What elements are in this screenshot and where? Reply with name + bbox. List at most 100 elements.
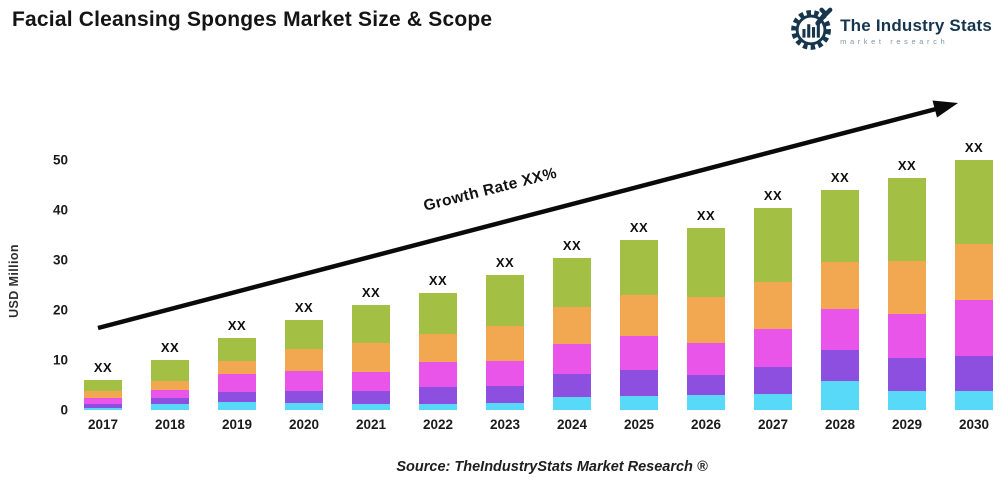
- bar-value-label: XX: [495, 255, 515, 270]
- segment-green-2018: [151, 360, 189, 381]
- growth-rate-annotation: Growth Rate XX%: [421, 164, 559, 215]
- segment-green-2021: [352, 305, 390, 343]
- segment-purple-2019: [218, 392, 256, 402]
- x-tick-label-2017: 2017: [87, 417, 119, 432]
- segment-cyan-2019: [218, 402, 256, 410]
- segment-cyan-2030: [955, 390, 993, 410]
- bar-value-label: XX: [897, 157, 917, 173]
- segment-magenta-2029: [888, 314, 926, 358]
- x-tick-label-2021: 2021: [355, 417, 387, 432]
- segment-purple-2022: [419, 387, 457, 404]
- y-tick-label: 40: [52, 202, 68, 218]
- segment-cyan-2028: [821, 380, 859, 410]
- x-tick-label-2024: 2024: [556, 417, 588, 432]
- segment-purple-2020: [285, 390, 323, 403]
- segment-green-2020: [285, 320, 323, 349]
- bar-value-label: XX: [294, 300, 314, 315]
- segment-purple-2030: [955, 355, 993, 391]
- segment-green-2026: [687, 227, 725, 297]
- segment-purple-2025: [620, 370, 658, 396]
- x-tick-label-2027: 2027: [757, 417, 789, 432]
- segment-purple-2029: [888, 357, 926, 391]
- segment-green-2030: [955, 160, 993, 244]
- bar-value-label: XX: [93, 360, 113, 375]
- segment-purple-2026: [687, 374, 725, 395]
- segment-green-2023: [486, 275, 524, 326]
- segment-orange-2019: [218, 361, 256, 374]
- segment-purple-2021: [352, 391, 390, 404]
- y-tick-label: 50: [52, 152, 68, 168]
- x-tick-label-2020: 2020: [288, 417, 320, 432]
- segment-orange-2025: [620, 295, 658, 336]
- segment-cyan-2027: [754, 393, 792, 410]
- x-tick-label-2022: 2022: [422, 417, 454, 432]
- y-tick-label: 30: [52, 252, 68, 268]
- bar-value-label: XX: [763, 187, 783, 203]
- segment-magenta-2026: [687, 343, 725, 375]
- segment-green-2028: [821, 190, 859, 262]
- y-tick-label: 20: [52, 302, 68, 318]
- segment-purple-2024: [553, 374, 591, 397]
- segment-green-2029: [888, 177, 926, 261]
- segment-green-2025: [620, 240, 658, 295]
- segment-cyan-2023: [486, 403, 524, 410]
- segment-orange-2030: [955, 243, 993, 300]
- segment-purple-2028: [821, 350, 859, 381]
- x-tick-label-2018: 2018: [154, 417, 186, 432]
- segment-cyan-2020: [285, 402, 323, 410]
- source-attribution: Source: TheIndustryStats Market Research…: [396, 459, 708, 475]
- y-tick-label: 10: [52, 352, 68, 368]
- x-tick-label-2029: 2029: [891, 417, 923, 432]
- y-tick-label: 0: [60, 402, 68, 418]
- segment-magenta-2018: [151, 389, 189, 398]
- bar-value-label: XX: [361, 285, 381, 300]
- bar-value-label: XX: [562, 237, 582, 253]
- segment-magenta-2022: [419, 362, 457, 387]
- segment-purple-2023: [486, 386, 524, 403]
- segment-magenta-2030: [955, 299, 993, 356]
- segment-magenta-2021: [352, 371, 390, 391]
- segment-green-2017: [84, 380, 122, 391]
- segment-cyan-2025: [620, 395, 658, 410]
- x-tick-label-2028: 2028: [824, 417, 856, 432]
- brand-tagline: market research: [840, 37, 949, 47]
- segment-orange-2021: [352, 342, 390, 372]
- bar-value-label: XX: [830, 170, 850, 185]
- segment-cyan-2021: [352, 404, 390, 410]
- segment-magenta-2027: [754, 328, 792, 367]
- segment-magenta-2025: [620, 335, 658, 370]
- gear-wrench-chart-icon: [789, 6, 835, 57]
- bar-value-label: XX: [160, 340, 180, 355]
- segment-orange-2017: [84, 390, 122, 398]
- segment-orange-2027: [754, 282, 792, 329]
- segment-orange-2028: [821, 261, 859, 309]
- x-tick-label-2019: 2019: [221, 417, 253, 432]
- segment-purple-2017: [84, 404, 122, 408]
- segment-orange-2020: [285, 349, 323, 371]
- segment-orange-2024: [553, 307, 591, 344]
- bar-value-label: XX: [964, 140, 984, 155]
- bar-value-label: XX: [428, 272, 448, 288]
- segment-purple-2027: [754, 366, 792, 394]
- segment-cyan-2029: [888, 390, 926, 410]
- segment-orange-2026: [687, 297, 725, 343]
- segment-green-2024: [553, 257, 591, 307]
- segment-magenta-2028: [821, 309, 859, 350]
- bar-value-label: XX: [227, 317, 247, 333]
- x-tick-label-2030: 2030: [958, 417, 990, 432]
- segment-orange-2018: [151, 380, 189, 390]
- segment-cyan-2017: [84, 407, 122, 410]
- page-title: Facial Cleansing Sponges Market Size & S…: [12, 8, 493, 31]
- segment-orange-2022: [419, 333, 457, 362]
- y-axis-title: USD Million: [7, 244, 21, 318]
- segment-magenta-2019: [218, 374, 256, 392]
- segment-cyan-2024: [553, 396, 591, 410]
- segment-orange-2023: [486, 326, 524, 361]
- bar-value-label: XX: [629, 220, 649, 235]
- x-tick-label-2025: 2025: [623, 417, 655, 432]
- segment-magenta-2017: [84, 397, 122, 404]
- segment-green-2022: [419, 292, 457, 334]
- segment-cyan-2018: [151, 404, 189, 410]
